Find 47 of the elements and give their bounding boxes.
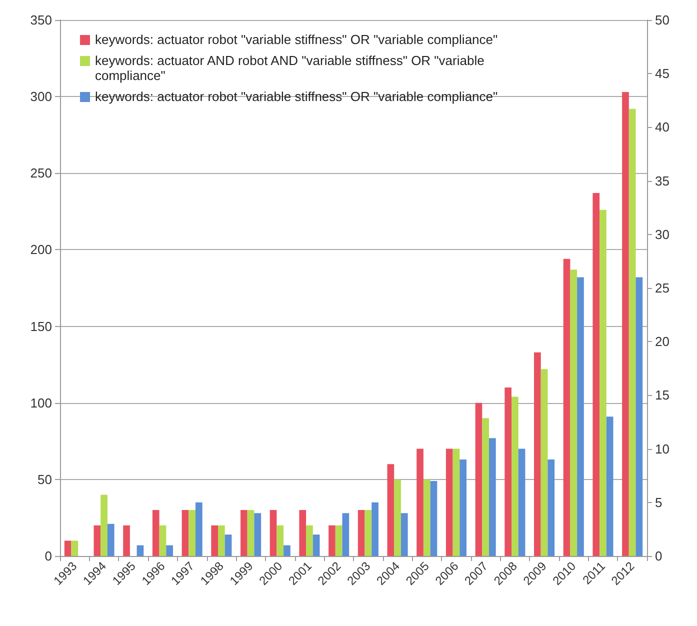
bar	[182, 510, 189, 556]
bar	[504, 388, 512, 556]
y-tick-label: 250	[30, 166, 52, 181]
y2-tick-label: 25	[655, 280, 670, 296]
bar	[276, 525, 284, 556]
bar	[71, 540, 78, 556]
legend-label: keywords: actuator robot "variable stiffness" OR "variable compliance"	[95, 89, 498, 104]
bar	[563, 258, 570, 556]
bar	[240, 510, 248, 556]
bar	[136, 545, 144, 556]
y-tick-label: 100	[30, 395, 52, 410]
bar	[328, 525, 336, 556]
y2-tick-label: 45	[655, 66, 670, 82]
bar	[299, 510, 306, 556]
y2-tick-label: 40	[655, 120, 670, 135]
bar	[592, 193, 600, 556]
bar	[123, 525, 130, 556]
y-tick-label: 350	[30, 12, 52, 28]
bar	[600, 210, 606, 556]
bar	[387, 464, 394, 556]
y2-tick-label: 0	[655, 548, 662, 564]
bar	[64, 540, 72, 556]
legend-label: keywords: actuator robot "variable stiffness" OR "variable compliance"	[95, 32, 498, 47]
y-tick-label: 50	[38, 472, 52, 487]
bar	[211, 525, 218, 556]
bar	[534, 352, 541, 556]
bar	[475, 402, 482, 556]
y2-tick-label: 10	[655, 441, 670, 456]
bar	[446, 448, 453, 556]
y-tick-label: 150	[30, 318, 52, 334]
bar	[152, 510, 160, 556]
bar	[416, 448, 424, 556]
y-tick-label: 300	[30, 89, 52, 104]
bar	[94, 525, 101, 556]
y-tick-label: 200	[30, 242, 52, 258]
bar	[159, 525, 166, 556]
y2-tick-label: 15	[655, 388, 670, 403]
y2-tick-label: 50	[655, 12, 670, 28]
legend-label: keywords: actuator AND robot AND "variable stiffness" OR "variable compliance"	[95, 53, 486, 83]
bar	[270, 510, 277, 556]
bar	[622, 92, 629, 556]
y2-tick-label: 30	[655, 226, 670, 242]
y2-tick-label: 35	[655, 173, 670, 188]
bar	[358, 510, 365, 556]
y2-tick-label: 20	[655, 334, 670, 350]
y2-tick-label: 5	[655, 494, 662, 510]
y-tick-label: 0	[44, 548, 52, 564]
